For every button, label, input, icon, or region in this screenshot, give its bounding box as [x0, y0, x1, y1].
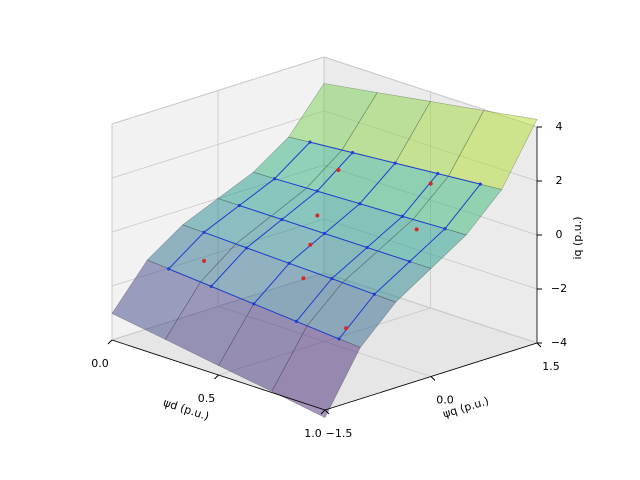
mesh-point	[252, 302, 256, 306]
z-tick-label: 2	[556, 174, 563, 187]
x-tick	[320, 409, 326, 415]
sample-point	[414, 227, 419, 232]
mesh-point	[287, 261, 291, 265]
mesh-point	[365, 245, 369, 250]
z-tick-label: −2	[551, 282, 567, 295]
y-tick-label: 1.5	[542, 360, 560, 373]
surface-patch	[377, 218, 467, 269]
mesh-point	[167, 267, 171, 271]
x-tick-label: 1.0	[304, 427, 322, 440]
surface-patch	[271, 325, 361, 419]
mesh-point	[350, 151, 355, 155]
mesh-point	[315, 189, 319, 193]
sample-point	[336, 168, 341, 173]
sample-point	[344, 326, 349, 331]
mesh-point	[244, 246, 249, 250]
y-tick	[324, 409, 330, 415]
y-tick	[430, 376, 436, 381]
mesh-point	[273, 177, 277, 181]
sample-point	[428, 181, 433, 186]
mesh-point	[308, 140, 312, 144]
mesh-point	[209, 284, 213, 288]
y-tick-label: −1.5	[326, 427, 353, 440]
mesh-point	[330, 277, 334, 281]
mesh-point	[237, 203, 241, 208]
points	[202, 168, 433, 331]
sample-point	[315, 213, 320, 218]
mesh-point	[337, 337, 341, 341]
mesh-point	[202, 230, 206, 234]
mesh-point	[478, 182, 482, 186]
mesh-point	[408, 259, 412, 264]
mesh-point	[400, 214, 405, 218]
y-tick-label: 0.0	[436, 394, 454, 407]
mesh-point	[372, 292, 376, 296]
mesh-point	[358, 202, 362, 206]
z-tick-label: 4	[556, 120, 563, 133]
z-axis-label: iq (p.u.)	[571, 216, 584, 259]
mesh-point	[280, 217, 284, 222]
mesh-point	[322, 231, 327, 236]
grid-line	[111, 110, 325, 179]
grid-line	[111, 56, 325, 125]
mesh	[167, 140, 482, 341]
mesh-point	[393, 161, 397, 165]
sample-point	[301, 276, 306, 281]
mesh-point	[294, 319, 299, 324]
mesh-point	[443, 227, 447, 231]
surface-patch	[341, 250, 432, 303]
x-tick	[107, 339, 113, 345]
z-tick-label: −4	[551, 336, 567, 349]
surface	[111, 83, 538, 419]
z-tick-label: 0	[556, 228, 563, 241]
x-tick	[214, 374, 219, 380]
x-tick-label: 0.0	[91, 357, 109, 370]
sample-point	[308, 242, 313, 247]
mesh-point	[436, 171, 440, 176]
sample-point	[202, 258, 207, 263]
y-tick	[536, 342, 542, 348]
x-tick-label: 0.5	[198, 392, 216, 405]
